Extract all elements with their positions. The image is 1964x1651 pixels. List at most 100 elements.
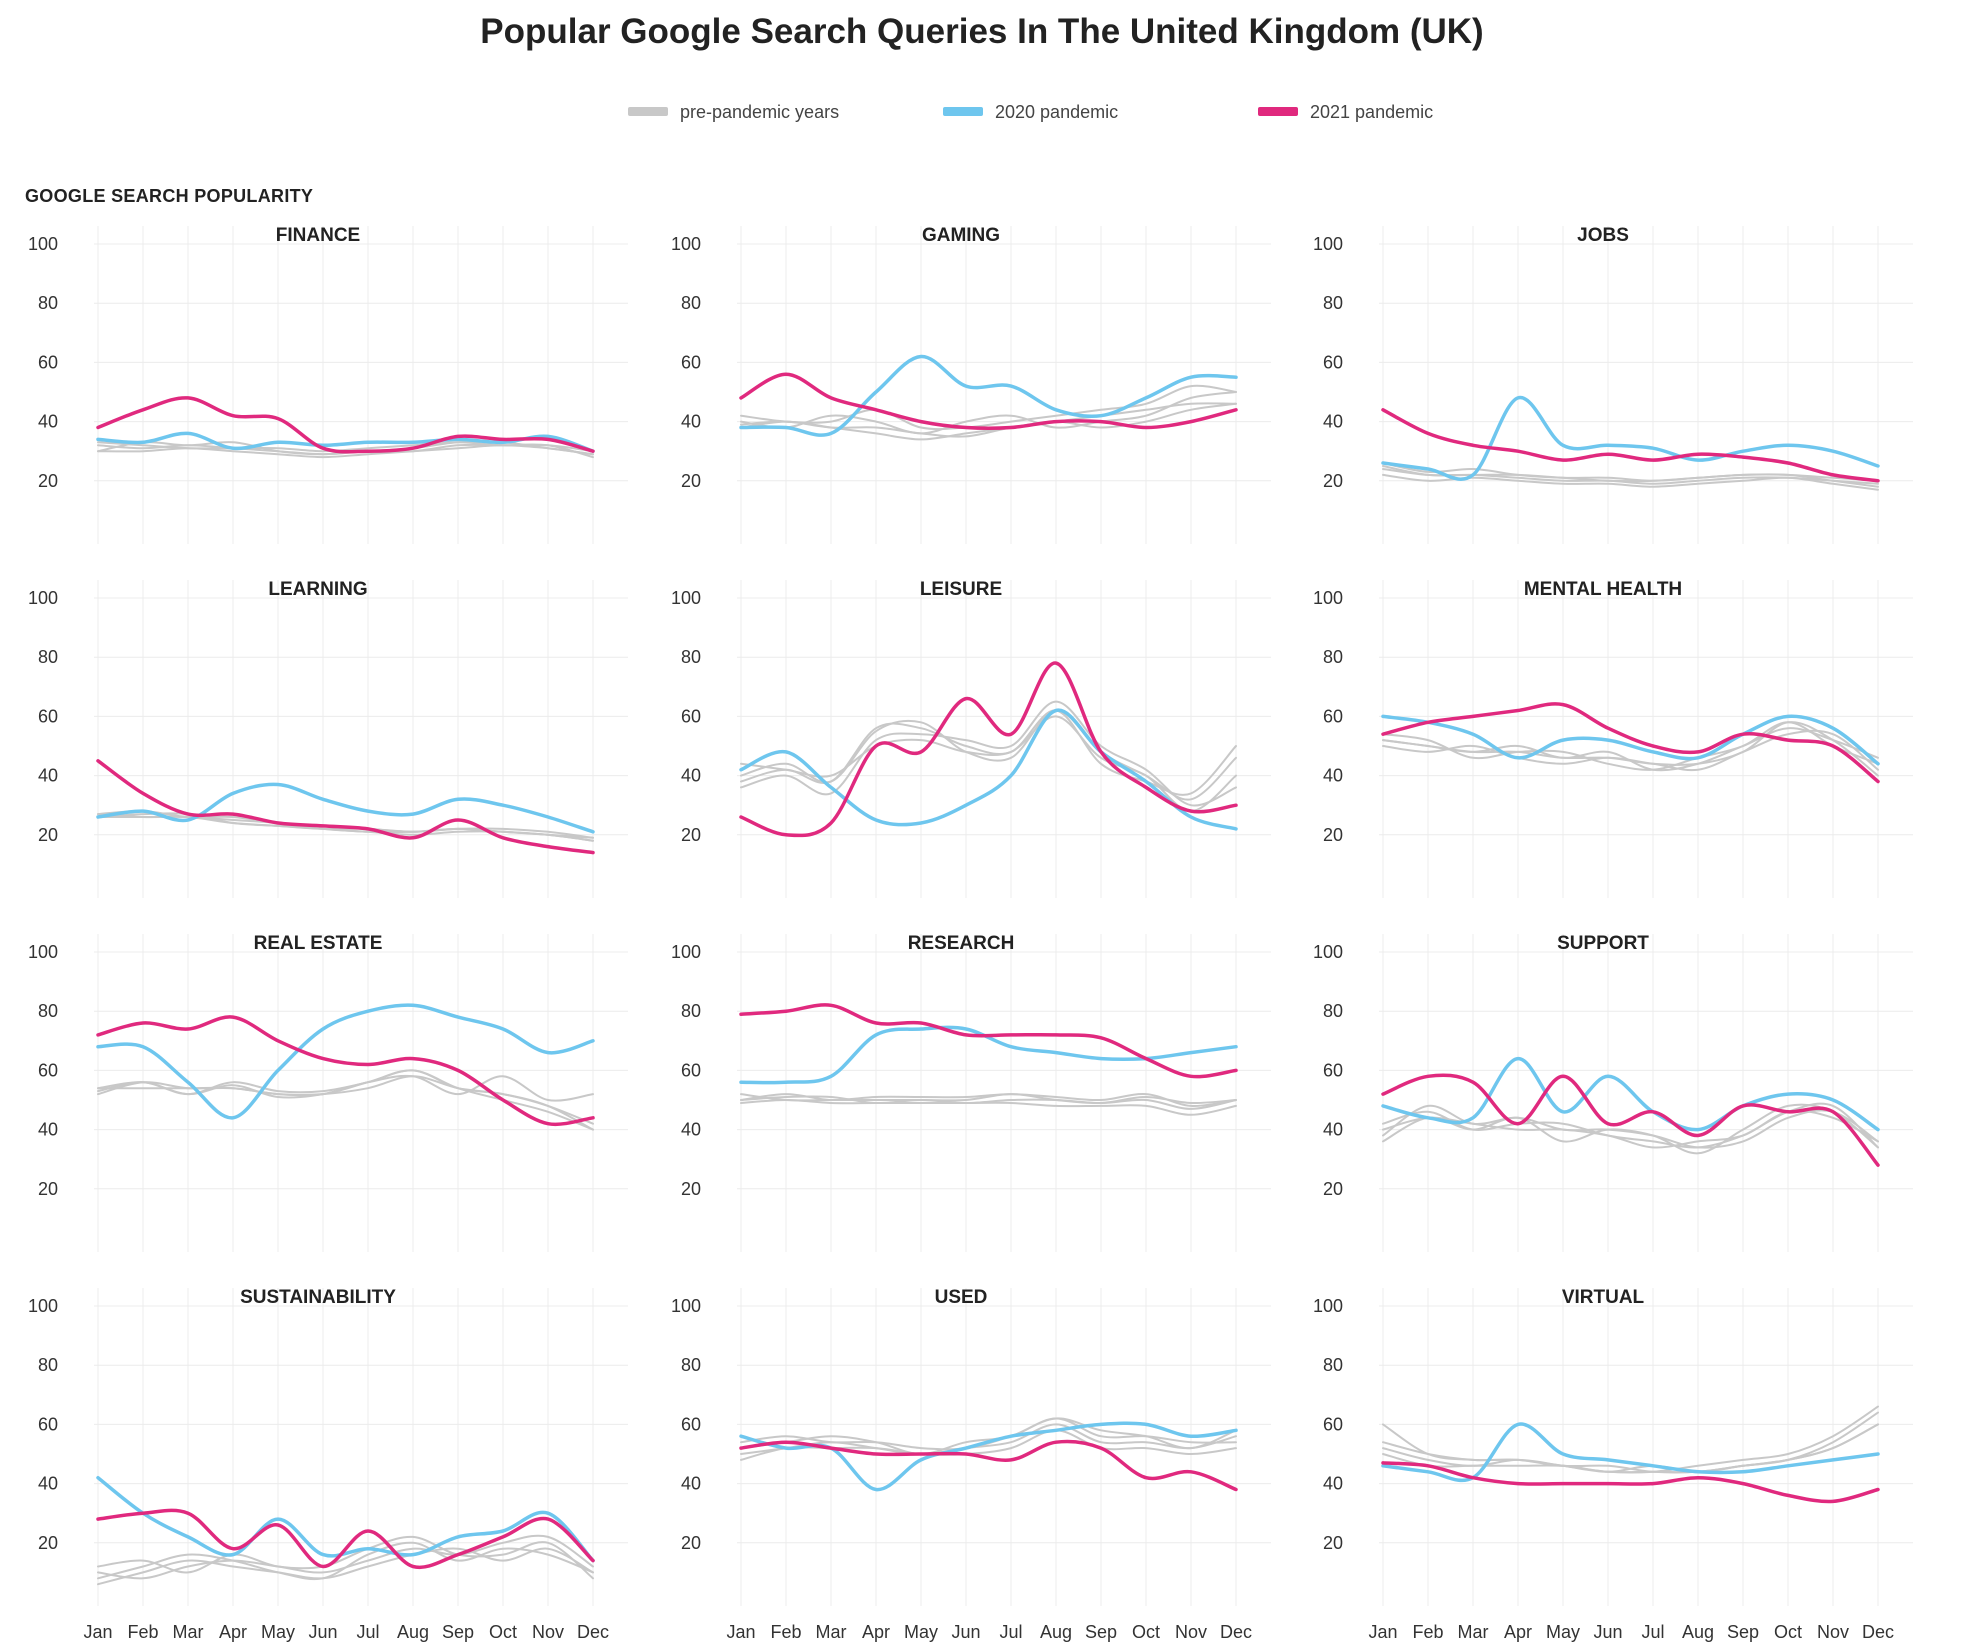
- series-pre-pandemic-3: [1382, 1405, 1879, 1474]
- x-tick-label: Jul: [356, 1622, 379, 1642]
- series-2020-pandemic: [1381, 1056, 1880, 1132]
- legend-item-2021[interactable]: 2021 pandemic: [1258, 100, 1433, 124]
- y-tick-label: 100: [28, 942, 58, 962]
- series-pre-pandemic-3: [97, 1069, 594, 1131]
- y-tick-label: 80: [681, 1355, 701, 1375]
- series-2020-pandemic: [1381, 396, 1880, 481]
- x-tick-label: Sep: [442, 1622, 474, 1642]
- legend-item-pre[interactable]: pre-pandemic years: [628, 100, 839, 124]
- series-2021-pandemic: [1381, 1073, 1880, 1167]
- x-tick-label: Sep: [1727, 1622, 1759, 1642]
- series-pre-pandemic-4: [740, 1099, 1237, 1116]
- panel-title: VIRTUAL: [1562, 1287, 1645, 1308]
- y-tick-label: 100: [1313, 1296, 1343, 1316]
- panel-leisure: 100 80 60 40 20 LEISURE: [671, 579, 1271, 898]
- series-pre-pandemic-1: [1382, 727, 1879, 772]
- y-tick-label: 60: [1323, 706, 1343, 726]
- series-2020-pandemic: [96, 431, 595, 453]
- legend: pre-pandemic years 2020 pandemic 2021 pa…: [0, 100, 1964, 130]
- y-tick-label: 80: [38, 1355, 58, 1375]
- panel-virtual: 100 80 60 40 20 VIRTUAL Jan Feb Mar Apr May Jun Jul A…: [1313, 1287, 1913, 1642]
- x-tick-label: May: [904, 1622, 938, 1642]
- x-tick-label: Dec: [1862, 1622, 1894, 1642]
- y-tick-label: 40: [681, 412, 701, 432]
- y-tick-label: 20: [38, 1533, 58, 1553]
- panel-title: REAL ESTATE: [254, 933, 383, 954]
- y-tick-label: 20: [681, 471, 701, 491]
- y-tick-label: 20: [681, 1179, 701, 1199]
- x-tick-label: Jun: [1593, 1622, 1622, 1642]
- y-tick-label: 60: [1323, 1060, 1343, 1080]
- x-tick-label: Feb: [770, 1622, 801, 1642]
- x-tick-label: Jul: [999, 1622, 1022, 1642]
- series-pre-pandemic-4: [1382, 465, 1879, 483]
- y-tick-label: 60: [38, 706, 58, 726]
- series-2021-pandemic: [96, 759, 595, 855]
- y-tick-label: 80: [1323, 1001, 1343, 1021]
- x-tick-label: Apr: [1504, 1622, 1532, 1642]
- panel-title: LEARNING: [268, 579, 367, 600]
- y-tick-label: 80: [681, 647, 701, 667]
- y-tick-label: 60: [681, 352, 701, 372]
- y-tick-label: 100: [28, 1296, 58, 1316]
- y-tick-label: 80: [681, 1001, 701, 1021]
- y-tick-label: 40: [681, 766, 701, 786]
- panel-title: JOBS: [1577, 225, 1629, 246]
- series-2020-pandemic: [739, 708, 1238, 831]
- y-tick-label: 100: [28, 588, 58, 608]
- panel-title: FINANCE: [276, 225, 360, 246]
- y-tick-label: 80: [1323, 293, 1343, 313]
- legend-item-2020[interactable]: 2020 pandemic: [943, 100, 1118, 124]
- panel-title: MENTAL HEALTH: [1524, 579, 1682, 600]
- x-tick-label: Aug: [397, 1622, 429, 1642]
- series-2020-pandemic: [96, 1003, 595, 1120]
- series-pre-pandemic-3: [740, 384, 1237, 431]
- y-tick-label: 100: [1313, 234, 1343, 254]
- x-tick-label: Jan: [726, 1622, 755, 1642]
- x-tick-label: Jun: [308, 1622, 337, 1642]
- series-2021-pandemic: [96, 396, 595, 454]
- x-tick-label: Jul: [1641, 1622, 1664, 1642]
- y-tick-label: 40: [681, 1474, 701, 1494]
- y-tick-label: 20: [1323, 471, 1343, 491]
- y-tick-label: 40: [38, 766, 58, 786]
- panel-learning: 100 80 60 40 20 LEARNING: [28, 579, 628, 898]
- x-tick-label: Sep: [1085, 1622, 1117, 1642]
- x-tick-label: Mar: [173, 1622, 204, 1642]
- panel-used: 100 80 60 40 20 USED Jan Feb Mar Apr May Jun Jul Aug S…: [671, 1287, 1271, 1642]
- y-tick-label: 20: [38, 471, 58, 491]
- x-tick-label: Oct: [489, 1622, 517, 1642]
- series-2021-pandemic: [1381, 1461, 1880, 1504]
- series-pre-pandemic-4: [1382, 721, 1879, 777]
- series-2021-pandemic: [739, 1003, 1238, 1079]
- y-axis-label: GOOGLE SEARCH POPULARITY: [25, 186, 314, 206]
- series-pre-pandemic-3: [740, 715, 1237, 813]
- x-tick-label: Nov: [532, 1622, 564, 1642]
- panel-jobs: 100 80 60 40 20 JOBS: [1313, 225, 1913, 544]
- legend-swatch-2020: [943, 106, 983, 116]
- series-2021-pandemic: [1381, 702, 1880, 784]
- y-tick-label: 40: [38, 1474, 58, 1494]
- y-tick-label: 20: [1323, 825, 1343, 845]
- y-tick-label: 20: [681, 825, 701, 845]
- panel-gaming: 100 80 60 40 20 GAMING: [671, 225, 1271, 544]
- y-tick-label: 20: [1323, 1179, 1343, 1199]
- panel-mental-health: 100 80 60 40 20 MENTAL HEALTH: [1313, 579, 1913, 898]
- y-tick-label: 20: [1323, 1533, 1343, 1553]
- y-tick-label: 100: [28, 234, 58, 254]
- series-pre-pandemic-3: [1382, 1103, 1879, 1155]
- series-2021-pandemic: [739, 1439, 1238, 1492]
- chart-title: Popular Google Search Queries In The Uni…: [480, 12, 1484, 51]
- x-tick-label: Jan: [1368, 1622, 1397, 1642]
- y-tick-label: 100: [671, 1296, 701, 1316]
- y-tick-label: 80: [38, 1001, 58, 1021]
- y-tick-label: 80: [38, 293, 58, 313]
- x-tick-label: Feb: [127, 1622, 158, 1642]
- x-tick-label: Aug: [1040, 1622, 1072, 1642]
- x-tick-label: Jan: [83, 1622, 112, 1642]
- y-tick-label: 60: [681, 1060, 701, 1080]
- series-2021-pandemic: [1381, 408, 1880, 483]
- series-pre-pandemic-4: [97, 813, 594, 842]
- panel-research: 100 80 60 40 20 RESEARCH: [671, 933, 1271, 1252]
